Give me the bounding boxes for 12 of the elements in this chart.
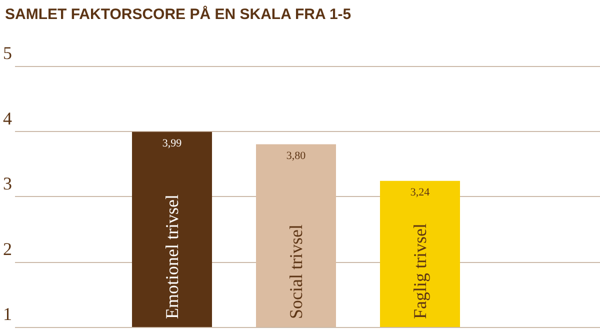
- x-tick-label: Emotionel trivsel: [162, 194, 182, 319]
- y-tick-label: 2: [3, 238, 12, 259]
- x-tick-label: Social trivsel: [286, 224, 306, 319]
- y-tick-label: 3: [3, 174, 12, 194]
- data-label: 3,99: [162, 137, 182, 150]
- chart-title: SAMLET FAKTORSCORE PÅ EN SKALA FRA 1-5: [5, 5, 352, 23]
- y-tick-label: 5: [3, 43, 12, 63]
- data-label: 3,80: [286, 150, 306, 162]
- y-tick-label: 4: [3, 108, 12, 128]
- data-label: 3,24: [410, 186, 430, 198]
- y-tick-label: 1: [3, 304, 12, 324]
- x-tick-label: Faglig trivsel: [410, 224, 430, 319]
